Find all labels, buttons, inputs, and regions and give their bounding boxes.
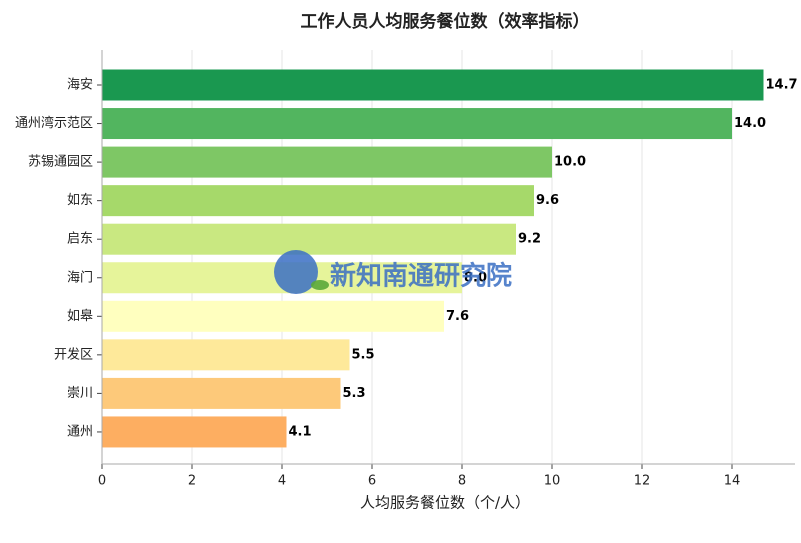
y-tick-label: 苏锡通园区 [28,154,93,170]
bar [102,108,732,140]
bar [102,377,341,409]
value-label: 5.3 [343,386,366,401]
y-tick-label: 海安 [67,78,93,93]
y-tick-label: 海门 [67,270,93,285]
x-tick-label: 10 [544,474,561,489]
x-tick-label: 4 [278,474,286,489]
value-label: 5.5 [352,347,375,362]
bar [102,146,552,178]
bar [102,339,350,371]
x-tick-label: 14 [724,474,741,489]
chart-title: 工作人员人均服务餐位数（效率指标） [301,11,590,32]
y-tick-label: 通州湾示范区 [15,115,93,131]
y-tick-label: 崇川 [67,386,93,401]
x-tick-label: 2 [188,474,196,489]
x-tick-label: 8 [458,474,466,489]
bar [102,223,516,255]
watermark-logo [274,250,318,294]
value-label: 7.6 [446,309,469,324]
watermark-leaf [311,280,329,290]
value-label: 14.0 [734,116,766,131]
value-label: 9.6 [536,193,559,208]
y-tick-label: 开发区 [54,346,93,362]
bar [102,185,534,217]
y-tick-label: 如东 [67,192,93,208]
value-label: 4.1 [289,424,312,439]
y-tick-label: 如皋 [67,308,93,324]
value-label: 9.2 [518,232,541,247]
x-tick-label: 0 [98,474,106,489]
value-label: 14.7 [766,78,798,93]
x-tick-label: 6 [368,474,376,489]
watermark: 新知南通研究院 [330,261,512,292]
bar [102,300,444,332]
bar [102,416,287,448]
value-label: 10.0 [554,155,586,170]
bar [102,69,764,101]
y-tick-label: 启东 [67,232,93,247]
x-tick-label: 12 [634,474,651,489]
y-tick-label: 通州 [67,424,93,439]
value-label: 8.0 [464,270,487,285]
x-axis-label: 人均服务餐位数（个/人） [360,494,530,512]
